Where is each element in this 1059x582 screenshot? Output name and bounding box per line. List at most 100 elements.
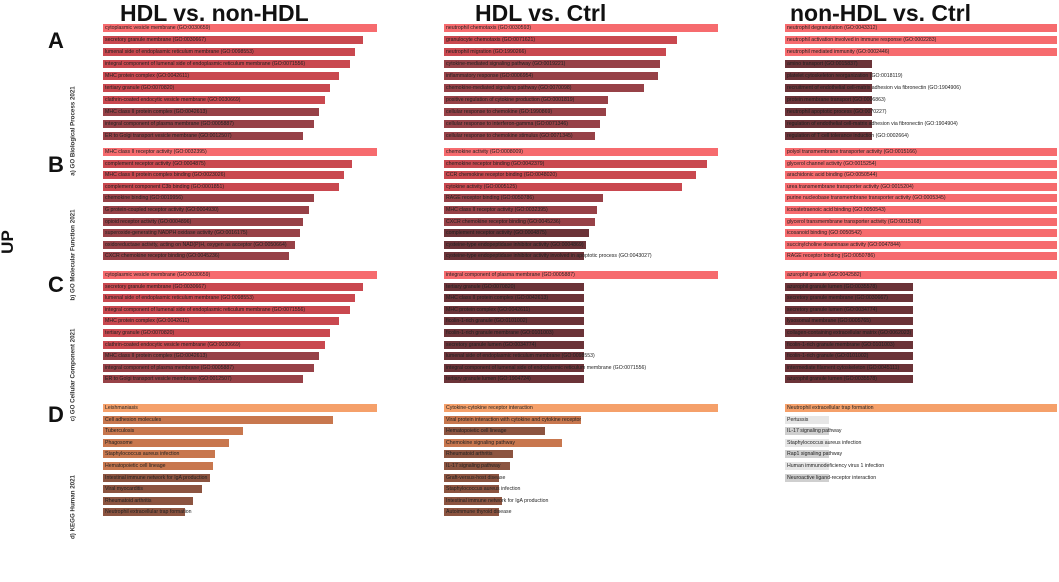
bar-chart-d-1: Leishmaniasis Cell adhesion molecules Tube… — [103, 404, 377, 520]
bar: regulation of T cell tolerance induction… — [785, 132, 909, 140]
bar: Hematopoietic cell lineage — [444, 427, 546, 436]
bar-label: Neuroactive ligand-receptor interaction — [787, 474, 877, 481]
bar: ficolin-1-rich granule (GO:0101002) — [444, 317, 584, 326]
bar: Rap1 signaling pathway — [785, 450, 842, 459]
bar-label: integral component of plasma membrane (G… — [446, 272, 575, 278]
panel-letter-a: A — [48, 28, 64, 53]
bar-label: neutrophil chemotaxis (GO:0030593) — [446, 25, 532, 31]
bar-label: secretory granule membrane (GO:0030667) — [105, 37, 206, 43]
bar: integral component of plasma membrane (G… — [103, 120, 314, 128]
bar-label: complement receptor activity (GO:0004875… — [105, 160, 206, 167]
col-title-hdl-vs-nonhdl: HDL vs. non-HDL — [120, 0, 309, 26]
bar: chemokine receptor binding (GO:0042379) — [444, 159, 708, 168]
row-label-d-text: d) KEGG Human 2021 — [69, 475, 77, 539]
bar-label: secretory granule membrane (GO:0030667) — [105, 283, 206, 290]
bar-label: azurophil granule (GO:0042582) — [787, 272, 862, 278]
bar-label: cysteine-type endopeptidase inhibitor ac… — [446, 241, 584, 248]
bar: tertiary granule (GO:0070820) — [444, 282, 584, 291]
bar-label: lumenal side of endoplasmic reticulum me… — [105, 49, 254, 55]
bar-label: Rheumatoid arthritis — [105, 497, 152, 504]
bar: secretory granule membrane (GO:0030667) — [103, 282, 364, 291]
bar: integral component of lumenal side of en… — [103, 60, 350, 68]
bar-label: Cytokine-cytokine receptor interaction — [446, 405, 533, 411]
bar-label: amino transport (GO:0015837) — [787, 61, 858, 67]
bar: cytoplasmic vesicle membrane (GO:0030659… — [103, 24, 377, 32]
bar: MHC class II receptor activity (GO:00323… — [103, 148, 377, 156]
bar-label: cytoplasmic vesicle membrane (GO:0030659… — [105, 25, 211, 31]
bar-label: cellular response to interferon-gamma (G… — [446, 121, 568, 127]
bar: integral component of plasma membrane (G… — [444, 271, 718, 279]
bar: secretory granule membrane (GO:0030667) — [103, 36, 364, 44]
bar-label: granulocyte chemotaxis (GO:0071621) — [446, 37, 536, 43]
bar-label: complement component C3b binding (GO:000… — [105, 183, 225, 190]
bar: icosanoid binding (GO:0050542) — [785, 229, 1057, 238]
bar: chemokine activity (GO:0008009) — [444, 148, 718, 156]
bar: Neuroactive ligand-receptor interaction — [785, 473, 876, 482]
bar: ficolin-1-rich granule (GO:0101002) — [785, 352, 913, 361]
col-title-hdl-vs-ctrl: HDL vs. Ctrl — [475, 0, 607, 26]
bar: chemokine-mediated signaling pathway (GO… — [444, 84, 645, 92]
bar: Hematopoietic cell lineage — [103, 462, 213, 470]
bar: neutrophil migration (GO:1990266) — [444, 48, 666, 56]
bar: azurophil granule (GO:0042582) — [785, 271, 1057, 279]
bar-label: azurophil granule lumen (GO:0035578) — [787, 283, 877, 290]
bar-label: cytokine activity (GO:0005125) — [446, 183, 517, 190]
bar: chemokine binding (GO:0019956) — [103, 194, 314, 203]
bar-label: ER to Golgi transport vesicle membrane (… — [105, 133, 232, 139]
bar-label: lumenal side of endoplasmic reticulum me… — [446, 353, 595, 360]
panel-letter-b: B — [48, 152, 64, 177]
bar: complement component C3b binding (GO:000… — [103, 182, 339, 191]
bar-label: ficolin-1-rich granule membrane (GO:0101… — [787, 341, 895, 348]
bar-label: Graft-versus-host disease — [446, 474, 506, 481]
bar: polyol transmembrane transporter activit… — [785, 148, 1057, 156]
bar: cellular response to interferon-gamma (G… — [444, 120, 601, 128]
bar: Leishmaniasis — [103, 404, 377, 412]
bar-label: recruitment of endothelial cell-matrix a… — [787, 85, 961, 91]
bar: cytokine activity (GO:0005125) — [444, 182, 683, 191]
panel-letter-d: D — [48, 402, 64, 427]
bar: CCR chemokine receptor binding (GO:00480… — [444, 171, 697, 180]
bar-label: Chemokine signaling pathway — [446, 439, 515, 446]
bar-label: tertiary granule (GO:0070820) — [105, 85, 175, 91]
bar: RAGE receptor binding (GO:0050786) — [444, 194, 603, 203]
bar-label: Staphylococcus aureus infection — [105, 451, 180, 458]
bar: Rheumatoid arthritis — [444, 450, 513, 459]
bar: complement receptor activity (GO:0004875… — [103, 159, 353, 168]
bar-label: integral component of lumenal side of en… — [446, 364, 647, 371]
bar-label: neutrophil migration (GO:1990266) — [446, 49, 527, 55]
bar: complement receptor activity (GO:0004875… — [444, 229, 590, 238]
bar-chart-a-1: cytoplasmic vesicle membrane (GO:0030659… — [103, 24, 377, 144]
bar: Pertussis — [785, 415, 829, 424]
bar: Intestinal immune network for IgA produc… — [103, 473, 210, 482]
bar-label: Neutrophil extracellular trap formation — [105, 509, 192, 516]
bar: Chemokine signaling pathway — [444, 438, 562, 447]
bar: Phagosome — [103, 438, 230, 447]
bar: lumenal side of endoplasmic reticulum me… — [103, 294, 356, 303]
bar-label: tertiary granule (GO:0070820) — [446, 283, 516, 290]
bar-label: ficolin-1-rich granule membrane (GO:0101… — [446, 330, 554, 336]
bar-chart-a-3: neutrophil degranulation (GO:0043312) neu… — [785, 24, 1057, 144]
bar: recruitment of endothelial cell-matrix a… — [785, 84, 961, 92]
bar-label: glycerol transmembrane transporter activ… — [787, 218, 922, 225]
bar: CXCR chemokine receptor binding (GO:0045… — [103, 252, 290, 261]
bar: Staphylococcus aureus infection — [103, 450, 216, 459]
bar-label: protein membrane transport (GO:0006863) — [787, 97, 886, 103]
bar-label: Tuberculosis — [105, 428, 135, 435]
bar: oxidoreductase activity, acting on NAD(P… — [103, 240, 295, 249]
bar: IL-17 signaling pathway — [785, 427, 842, 436]
bar: Graft-versus-host disease — [444, 473, 505, 482]
bar: secretory granule lumen (GO:0034774) — [444, 340, 584, 349]
bar-chart-b-3: polyol transmembrane transporter activit… — [785, 148, 1057, 264]
bar: Neutrophil extracellular trap formation — [785, 404, 1057, 412]
bar-label: RAGE receptor binding (GO:0050786) — [787, 253, 875, 260]
bar: intermediate filament cytoskeleton (GO:0… — [785, 363, 913, 372]
bar-label: MHC class II receptor activity (GO:00323… — [105, 149, 207, 155]
row-label-c-text: c) GO Cellular Component 2021 — [69, 328, 77, 422]
bar: secretory granule lumen (GO:0034774) — [785, 305, 913, 314]
bar: clathrin-coated endocytic vesicle membra… — [103, 96, 325, 104]
bar-label: clathrin-coated endocytic vesicle membra… — [105, 97, 241, 103]
bar-label: Pertussis — [787, 416, 809, 423]
bar-label: integral component of plasma membrane (G… — [105, 364, 234, 371]
bar-label: secretory granule lumen (GO:0034774) — [446, 341, 537, 348]
bar-label: platelet cytoskeleton reorganization (GO… — [787, 73, 903, 79]
